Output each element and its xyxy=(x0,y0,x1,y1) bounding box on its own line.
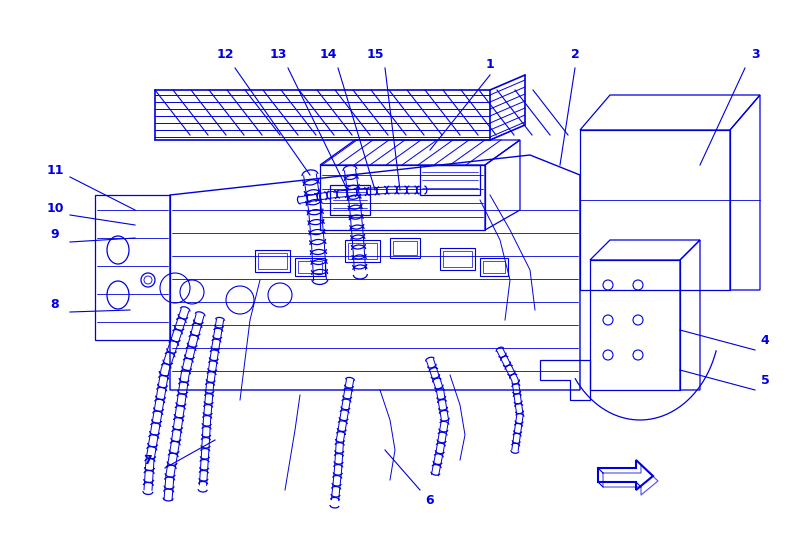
Text: 14: 14 xyxy=(319,49,337,61)
Text: 5: 5 xyxy=(761,373,770,386)
Text: 10: 10 xyxy=(46,201,64,215)
Bar xyxy=(258,253,287,269)
Bar xyxy=(443,251,472,267)
Bar xyxy=(390,238,420,258)
Text: 2: 2 xyxy=(570,49,579,61)
Text: 13: 13 xyxy=(270,49,286,61)
Text: 12: 12 xyxy=(216,49,234,61)
Text: 7: 7 xyxy=(144,453,152,467)
Text: 4: 4 xyxy=(761,334,770,347)
Bar xyxy=(295,258,325,276)
Text: 3: 3 xyxy=(750,49,759,61)
Text: 8: 8 xyxy=(50,299,59,311)
Bar xyxy=(440,248,475,270)
Text: 9: 9 xyxy=(50,229,59,241)
Text: 15: 15 xyxy=(366,49,384,61)
Text: 6: 6 xyxy=(426,494,434,506)
Text: 1: 1 xyxy=(486,59,494,72)
Bar xyxy=(483,261,505,273)
Bar xyxy=(480,258,508,276)
Bar xyxy=(393,241,417,255)
Bar xyxy=(345,240,380,262)
Bar xyxy=(255,250,290,272)
Bar xyxy=(348,243,377,259)
Bar xyxy=(298,261,322,273)
Text: 11: 11 xyxy=(46,163,64,177)
